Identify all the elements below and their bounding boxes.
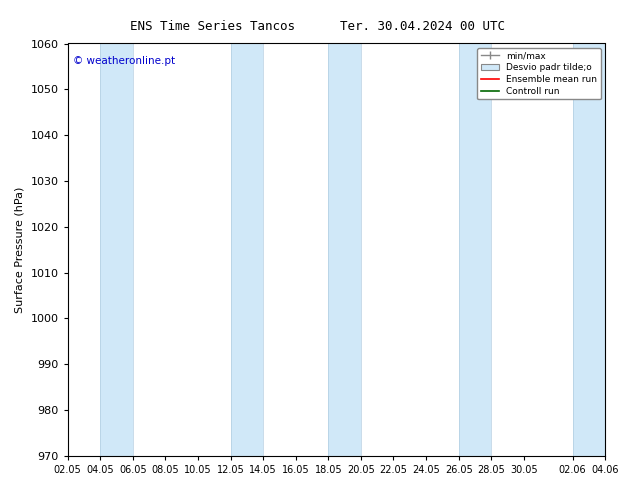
Y-axis label: Surface Pressure (hPa): Surface Pressure (hPa) [15,187,25,313]
Text: ENS Time Series Tancos      Ter. 30.04.2024 00 UTC: ENS Time Series Tancos Ter. 30.04.2024 0… [129,20,505,33]
Bar [328,44,361,456]
Bar [100,44,133,456]
Bar [231,44,263,456]
Legend: min/max, Desvio padr tilde;o, Ensemble mean run, Controll run: min/max, Desvio padr tilde;o, Ensemble m… [477,48,601,99]
Bar [573,44,605,456]
Bar [458,44,491,456]
Text: © weatheronline.pt: © weatheronline.pt [73,56,175,66]
